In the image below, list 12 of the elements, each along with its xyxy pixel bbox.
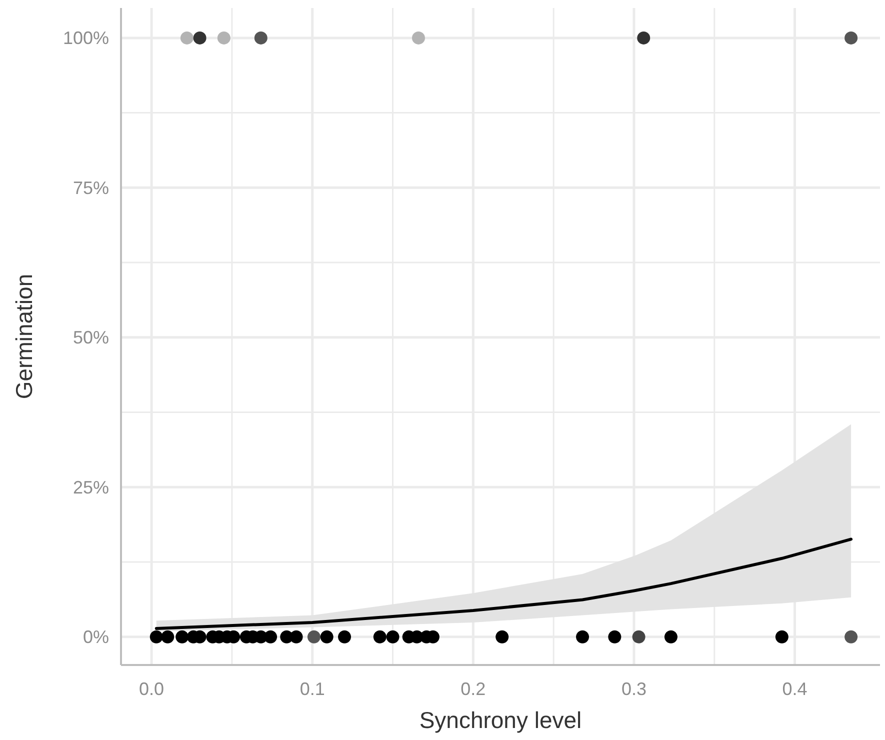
- y-axis-title: Germination: [11, 274, 37, 400]
- x-tick-label: 0.3: [621, 679, 646, 699]
- y-tick-label: 0%: [82, 627, 109, 648]
- x-tick-label: 0.2: [460, 679, 486, 699]
- x-axis-title: Synchrony level: [419, 707, 582, 733]
- x-tick-label: 0.0: [139, 679, 164, 699]
- x-tick-label: 0.1: [300, 679, 325, 699]
- y-tick-label: 25%: [72, 477, 109, 498]
- y-tick-label: 50%: [72, 328, 109, 348]
- x-tick-label: 0.4: [782, 679, 808, 699]
- y-tick-label: 75%: [72, 178, 109, 198]
- y-tick-label: 100%: [62, 28, 109, 48]
